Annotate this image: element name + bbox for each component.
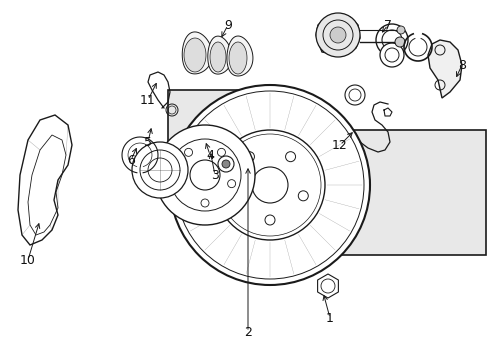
Polygon shape <box>18 115 72 245</box>
Text: 5: 5 <box>143 135 152 149</box>
Circle shape <box>375 24 407 56</box>
Circle shape <box>379 43 403 67</box>
Polygon shape <box>427 40 461 98</box>
Circle shape <box>396 26 404 34</box>
Polygon shape <box>209 42 225 72</box>
Text: 12: 12 <box>331 139 347 152</box>
Text: 9: 9 <box>224 18 231 32</box>
Polygon shape <box>182 32 212 74</box>
Circle shape <box>345 85 364 105</box>
Text: 3: 3 <box>211 168 219 181</box>
Text: 4: 4 <box>205 149 214 162</box>
Circle shape <box>315 13 359 57</box>
Text: 8: 8 <box>457 59 465 72</box>
Circle shape <box>132 142 187 198</box>
Circle shape <box>222 160 229 168</box>
Polygon shape <box>207 36 231 74</box>
Polygon shape <box>228 42 246 74</box>
Circle shape <box>170 85 369 285</box>
Bar <box>307 130 485 255</box>
Polygon shape <box>315 15 359 55</box>
Text: 6: 6 <box>127 153 135 166</box>
Circle shape <box>394 37 404 47</box>
Polygon shape <box>183 38 205 72</box>
Text: 7: 7 <box>383 18 391 32</box>
Circle shape <box>329 27 346 43</box>
Text: 2: 2 <box>244 325 251 338</box>
Polygon shape <box>226 36 252 76</box>
Text: 10: 10 <box>20 253 36 266</box>
Polygon shape <box>317 274 338 298</box>
Circle shape <box>251 167 287 203</box>
Bar <box>168 90 278 170</box>
Text: 1: 1 <box>325 311 333 324</box>
Text: 11: 11 <box>140 94 156 107</box>
Circle shape <box>155 125 254 225</box>
